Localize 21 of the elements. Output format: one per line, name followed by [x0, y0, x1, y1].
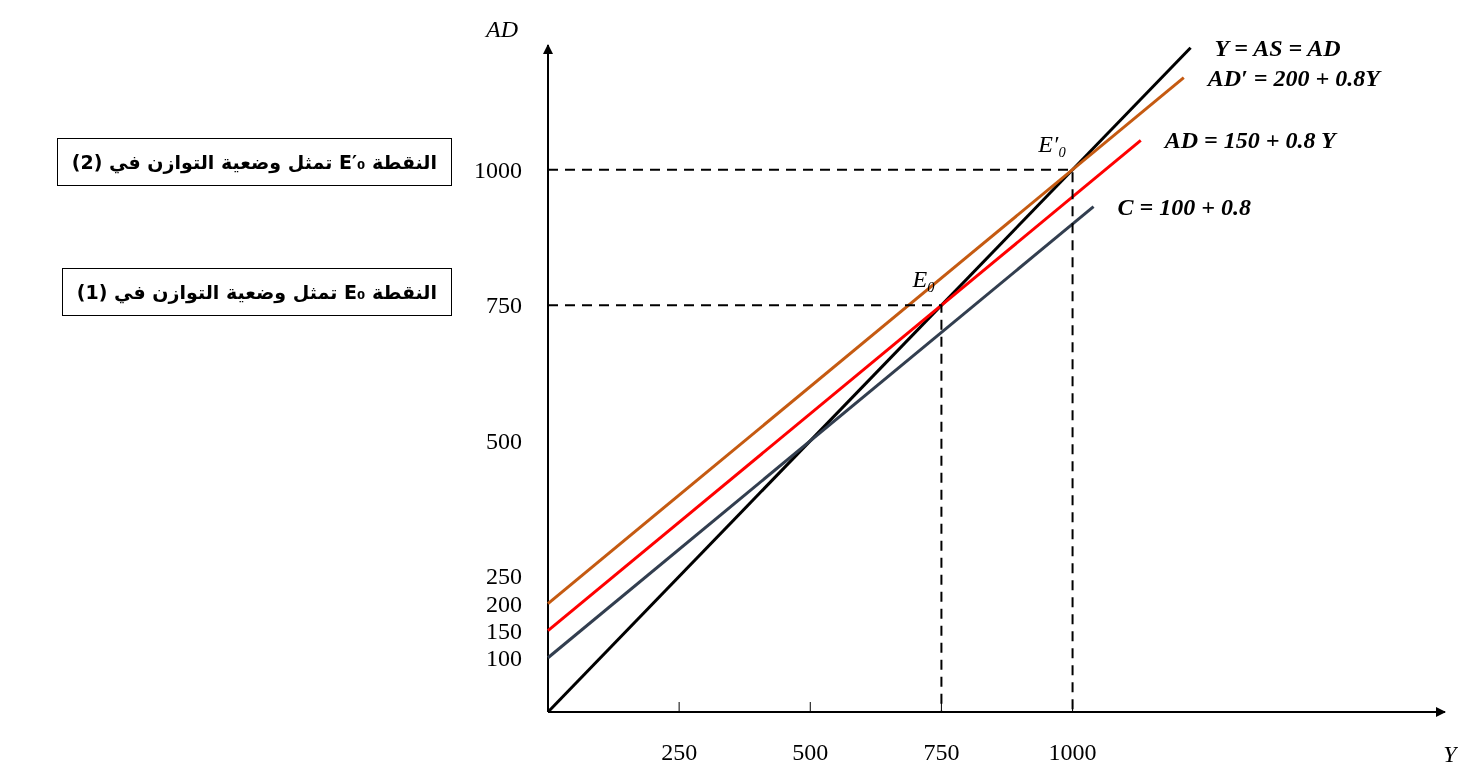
- x-tick-label: 750: [923, 739, 960, 762]
- text: النقطة E₀ تمثل وضعية التوازن في (1): [61, 268, 452, 316]
- y-tick-label: 100: [486, 644, 522, 671]
- series-label: AD = 150 + 0.8 Y: [1162, 127, 1339, 154]
- y-tick-label: 750: [486, 292, 522, 319]
- text: النقطة E′₀ تمثل وضعية التوازن في (2): [56, 138, 452, 186]
- y-tick-label: 250: [486, 563, 522, 590]
- x-tick-label: 250: [661, 739, 698, 762]
- y-tick-label: 1000: [474, 156, 522, 183]
- series-label: Y = AS = AD: [1214, 34, 1341, 61]
- annotation: E′₀: [1037, 130, 1067, 157]
- series-label: C = 100 + 0.8: [1117, 193, 1251, 220]
- x-tick-label: 500: [792, 739, 829, 762]
- annotation: E₀: [911, 266, 936, 293]
- y-axis-title: AD: [484, 16, 518, 42]
- y-tick-label: 200: [486, 590, 522, 617]
- x-tick-label: 1000: [1048, 739, 1097, 762]
- series-label: AD′ = 200 + 0.8Y: [1205, 64, 1383, 91]
- y-tick-label: 150: [486, 617, 522, 644]
- y-tick-label: 500: [486, 427, 522, 454]
- x-axis-title: Y: [1443, 741, 1458, 762]
